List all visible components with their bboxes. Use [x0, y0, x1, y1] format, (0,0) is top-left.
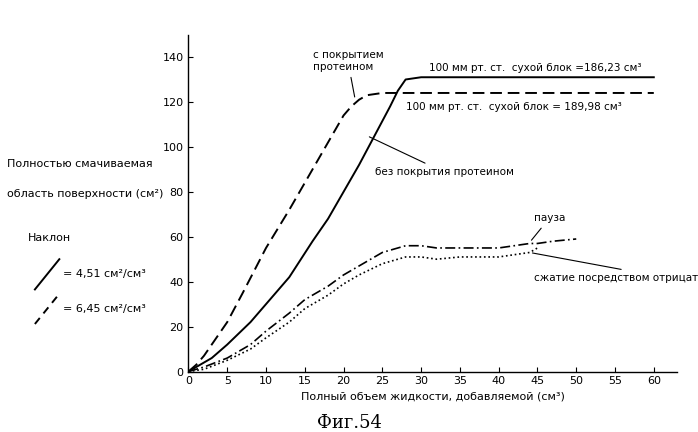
Text: = 4,51 см²/см³: = 4,51 см²/см³	[63, 269, 146, 280]
Text: область поверхности (см²): область поверхности (см²)	[7, 189, 163, 200]
Text: 100 мм рт. ст.  сухой блок = 189,98 см³: 100 мм рт. ст. сухой блок = 189,98 см³	[406, 102, 621, 112]
Text: с покрытием
протеином: с покрытием протеином	[313, 50, 383, 97]
Text: Наклон: Наклон	[28, 233, 71, 243]
Text: Полностью смачиваемая: Полностью смачиваемая	[7, 159, 153, 169]
Text: пауза: пауза	[531, 213, 565, 240]
Text: сжатие посредством отрицательного давления: сжатие посредством отрицательного давлен…	[533, 253, 698, 283]
Text: Фиг.54: Фиг.54	[317, 414, 381, 432]
Text: 100 мм рт. ст.  сухой блок =186,23 см³: 100 мм рт. ст. сухой блок =186,23 см³	[429, 63, 641, 73]
X-axis label: Полный объем жидкости, добавляемой (см³): Полный объем жидкости, добавляемой (см³)	[301, 392, 565, 402]
Text: = 6,45 см²/см³: = 6,45 см²/см³	[63, 304, 146, 314]
Text: без покрытия протеином: без покрытия протеином	[369, 137, 514, 177]
